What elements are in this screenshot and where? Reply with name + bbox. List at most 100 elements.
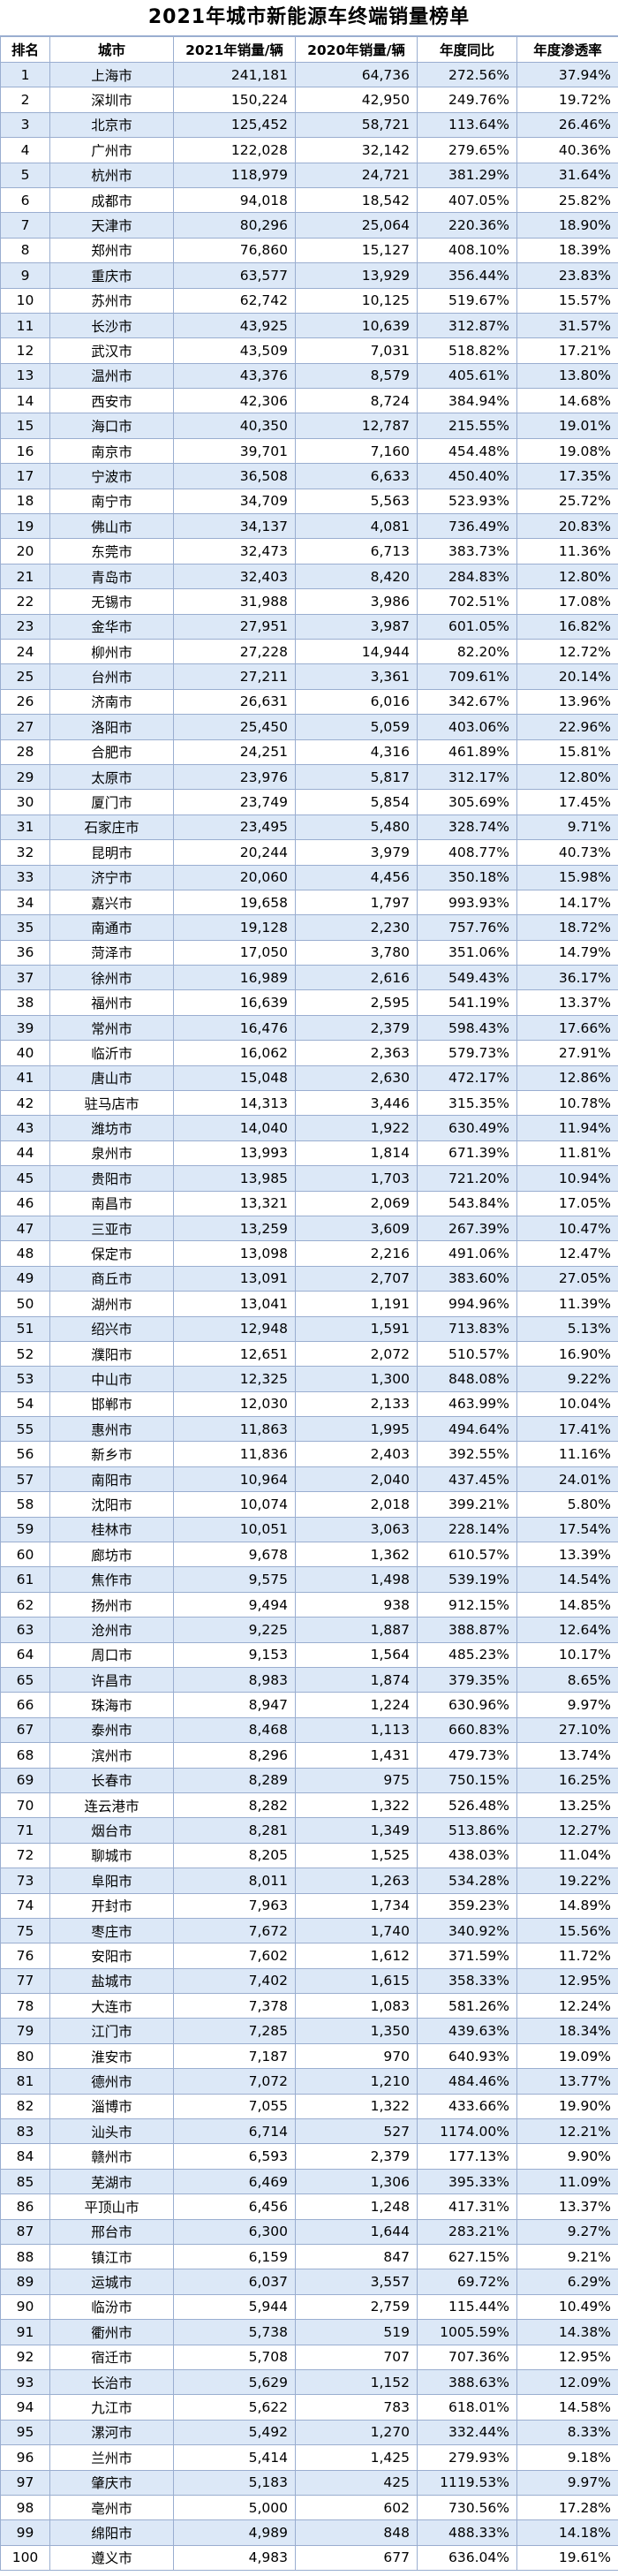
cell-sales-2021: 9,494 — [173, 1591, 296, 1618]
cell-city: 江门市 — [49, 2018, 174, 2044]
cell-penetration-rate: 12.86% — [516, 1064, 618, 1092]
cell-sales-2020: 42,950 — [295, 87, 418, 113]
cell-sales-2020: 10,639 — [295, 312, 418, 339]
cell-sales-2021: 19,658 — [173, 889, 296, 916]
cell-sales-2020: 848 — [295, 2519, 418, 2546]
table-row: 22 无锡市 31,988 3,986 702.51% 17.08% — [0, 588, 618, 615]
cell-yoy-growth: 707.36% — [417, 2344, 517, 2370]
cell-sales-2020: 1,874 — [295, 1666, 418, 1693]
cell-sales-2021: 6,714 — [173, 2118, 296, 2145]
cell-sales-2021: 6,037 — [173, 2269, 296, 2295]
table-row: 1 上海市 241,181 64,736 272.56% 37.94% — [0, 61, 618, 88]
cell-rank: 91 — [0, 2319, 50, 2345]
cell-penetration-rate: 9.22% — [516, 1366, 618, 1392]
cell-rank: 78 — [0, 1993, 50, 2019]
cell-yoy-growth: 358.33% — [417, 1967, 517, 1995]
cell-sales-2020: 5,854 — [295, 789, 418, 815]
cell-yoy-growth: 660.83% — [417, 1716, 517, 1744]
cell-rank: 68 — [0, 1742, 50, 1769]
cell-city: 郑州市 — [49, 237, 174, 264]
cell-sales-2021: 7,602 — [173, 1943, 296, 1969]
cell-sales-2021: 43,376 — [173, 362, 296, 390]
cell-rank: 16 — [0, 437, 50, 465]
cell-city: 上海市 — [49, 61, 174, 88]
cell-sales-2021: 27,951 — [173, 613, 296, 640]
cell-rank: 37 — [0, 965, 50, 991]
cell-penetration-rate: 16.90% — [516, 1340, 618, 1368]
cell-yoy-growth: 1005.59% — [417, 2319, 517, 2345]
cell-rank: 48 — [0, 1240, 50, 1267]
cell-sales-2020: 3,361 — [295, 663, 418, 690]
cell-city: 新乡市 — [49, 1441, 174, 1467]
cell-sales-2021: 31,988 — [173, 588, 296, 615]
cell-rank: 51 — [0, 1315, 50, 1342]
cell-city: 南京市 — [49, 437, 174, 465]
cell-penetration-rate: 17.66% — [516, 1014, 618, 1042]
cell-city: 长沙市 — [49, 312, 174, 339]
cell-city: 开封市 — [49, 1892, 174, 1919]
table-row: 45 贵阳市 13,985 1,703 721.20% 10.94% — [0, 1165, 618, 1192]
cell-yoy-growth: 494.64% — [417, 1416, 517, 1443]
cell-rank: 63 — [0, 1617, 50, 1643]
header-yoy-growth: 年度同比 — [417, 36, 517, 63]
cell-rank: 59 — [0, 1516, 50, 1543]
cell-penetration-rate: 13.96% — [516, 688, 618, 716]
table-row: 33 济宁市 20,060 4,456 350.18% 15.98% — [0, 864, 618, 890]
cell-rank: 77 — [0, 1967, 50, 1995]
cell-sales-2021: 9,153 — [173, 1641, 296, 1669]
cell-city: 柳州市 — [49, 638, 174, 665]
cell-sales-2020: 1,740 — [295, 1917, 418, 1944]
table-row: 47 三亚市 13,259 3,609 267.39% 10.47% — [0, 1215, 618, 1242]
cell-yoy-growth: 491.06% — [417, 1240, 517, 1267]
cell-sales-2021: 13,259 — [173, 1215, 296, 1242]
cell-yoy-growth: 610.57% — [417, 1542, 517, 1568]
cell-city: 成都市 — [49, 186, 174, 214]
cell-penetration-rate: 9.18% — [516, 2444, 618, 2471]
cell-yoy-growth: 549.43% — [417, 965, 517, 991]
cell-rank: 23 — [0, 613, 50, 640]
cell-penetration-rate: 40.36% — [516, 137, 618, 163]
cell-sales-2021: 39,701 — [173, 437, 296, 465]
table-row: 51 绍兴市 12,948 1,591 713.83% 5.13% — [0, 1315, 618, 1342]
table-row: 43 潍坊市 14,040 1,922 630.49% 11.94% — [0, 1115, 618, 1141]
cell-yoy-growth: 379.35% — [417, 1666, 517, 1693]
cell-yoy-growth: 403.06% — [417, 714, 517, 740]
cell-yoy-growth: 454.48% — [417, 437, 517, 465]
table-row: 67 泰州市 8,468 1,113 660.83% 27.10% — [0, 1716, 618, 1744]
cell-sales-2020: 1,814 — [295, 1140, 418, 1167]
cell-sales-2020: 5,059 — [295, 714, 418, 740]
cell-penetration-rate: 11.72% — [516, 1943, 618, 1969]
cell-yoy-growth: 541.19% — [417, 989, 517, 1016]
cell-sales-2020: 677 — [295, 2544, 418, 2572]
header-penetration-rate: 年度渗透率 — [516, 36, 618, 63]
cell-city: 武汉市 — [49, 337, 174, 364]
table-row: 17 宁波市 36,508 6,633 450.40% 17.35% — [0, 463, 618, 489]
cell-yoy-growth: 381.29% — [417, 162, 517, 188]
cell-sales-2021: 5,414 — [173, 2444, 296, 2471]
cell-sales-2021: 8,282 — [173, 1792, 296, 1819]
cell-sales-2020: 1,300 — [295, 1366, 418, 1392]
table-row: 86 平顶山市 6,456 1,248 417.31% 13.37% — [0, 2193, 618, 2220]
cell-yoy-growth: 1174.00% — [417, 2118, 517, 2145]
cell-sales-2021: 13,091 — [173, 1265, 296, 1292]
cell-rank: 45 — [0, 1165, 50, 1192]
cell-sales-2021: 9,575 — [173, 1566, 296, 1593]
cell-rank: 75 — [0, 1917, 50, 1944]
table-row: 3 北京市 125,452 58,721 113.64% 26.46% — [0, 111, 618, 139]
cell-sales-2020: 1,224 — [295, 1692, 418, 1718]
cell-penetration-rate: 18.34% — [516, 2018, 618, 2044]
cell-rank: 62 — [0, 1591, 50, 1618]
cell-sales-2020: 938 — [295, 1591, 418, 1618]
cell-yoy-growth: 627.15% — [417, 2243, 517, 2270]
cell-sales-2020: 1,887 — [295, 1617, 418, 1643]
cell-city: 阜阳市 — [49, 1868, 174, 1894]
cell-sales-2021: 16,639 — [173, 989, 296, 1016]
table-row: 15 海口市 40,350 12,787 215.55% 19.01% — [0, 413, 618, 439]
table-row: 73 阜阳市 8,011 1,263 534.28% 19.22% — [0, 1868, 618, 1894]
cell-rank: 87 — [0, 2218, 50, 2245]
cell-yoy-growth: 539.19% — [417, 1566, 517, 1593]
cell-rank: 57 — [0, 1466, 50, 1493]
cell-penetration-rate: 17.41% — [516, 1416, 618, 1443]
ranking-table: 排名 城市 2021年销量/辆 2020年销量/辆 年度同比 年度渗透率 1 上海… — [0, 36, 618, 2572]
cell-rank: 98 — [0, 2494, 50, 2521]
